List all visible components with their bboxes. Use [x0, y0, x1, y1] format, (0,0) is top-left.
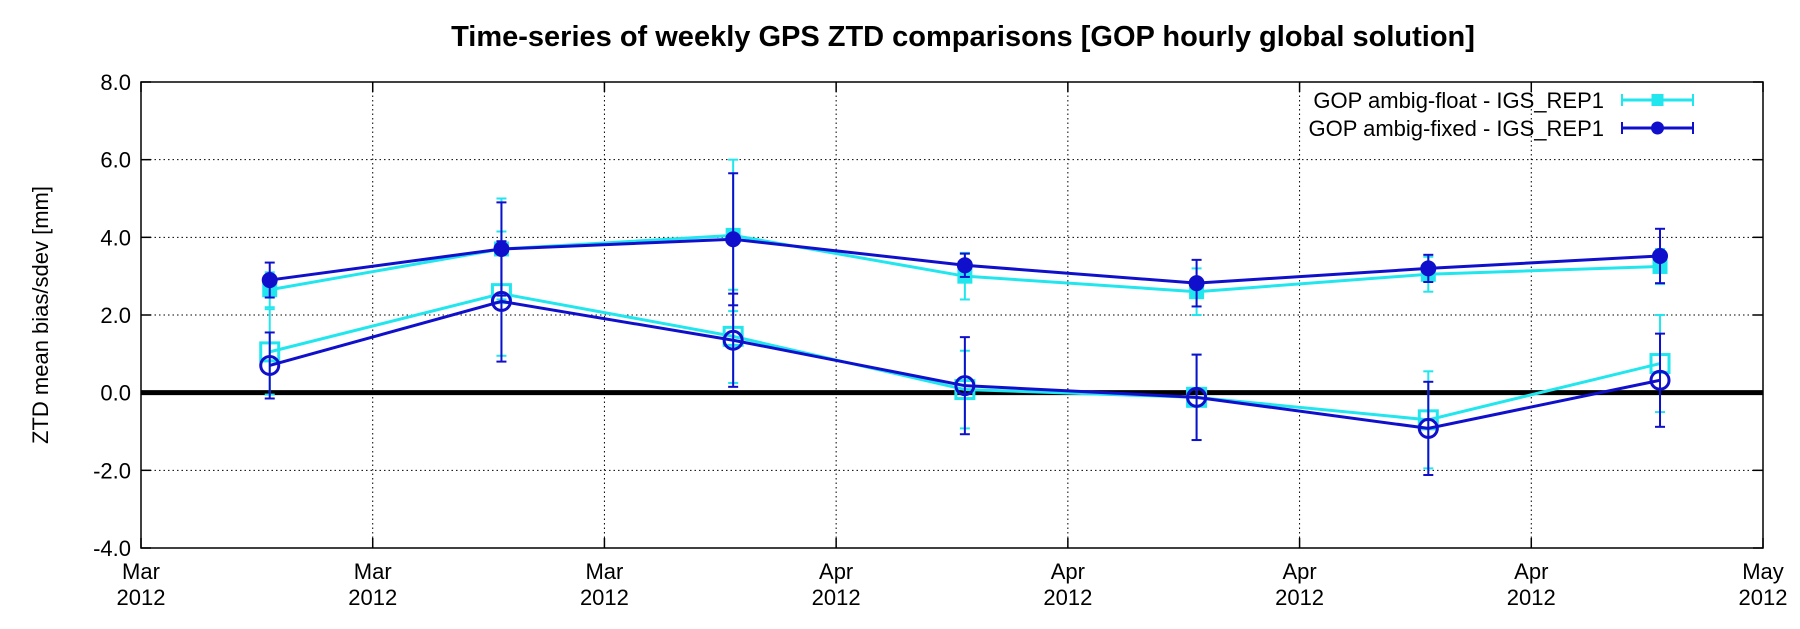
x-tick-label-year: 2012	[348, 585, 397, 610]
bias-point	[722, 329, 744, 351]
series-layer	[259, 158, 1671, 476]
y-tick-labels: -4.0 -2.0 0.0 2.0 4.0 6.0 8.0	[93, 70, 131, 561]
x-tick-label-year: 2012	[812, 585, 861, 610]
x-tick-labels: Mar2012Mar2012Mar2012Apr2012Apr2012Apr20…	[117, 559, 1788, 610]
legend-marker	[1651, 94, 1664, 106]
sdev-point	[1652, 247, 1669, 264]
grid-layer	[141, 82, 1763, 548]
y-tick-label: 6.0	[100, 148, 131, 173]
bias-point	[1649, 369, 1671, 391]
x-tick-label-year: 2012	[580, 585, 629, 610]
x-tick-label-year: 2012	[1739, 585, 1788, 610]
bias-point	[259, 354, 281, 376]
y-tick-label: -2.0	[93, 458, 131, 483]
x-tick-label-year: 2012	[1043, 585, 1092, 610]
legend-marker	[1651, 121, 1664, 135]
x-tick-label-month: Apr	[1514, 559, 1548, 584]
bias-point	[490, 290, 512, 312]
x-tick-label-month: Apr	[819, 559, 853, 584]
bias-point	[1417, 417, 1439, 439]
x-tick-label-month: Apr	[1051, 559, 1085, 584]
x-tick-label-year: 2012	[1507, 585, 1556, 610]
x-tick-label-month: Mar	[122, 559, 160, 584]
tick-layer	[140, 81, 1764, 549]
bias-point	[954, 375, 976, 397]
y-tick-label: 2.0	[100, 303, 131, 328]
y-axis-label: ZTD mean bias/sdev [mm]	[28, 186, 53, 444]
sdev-point	[1420, 260, 1437, 277]
sdev-point	[1188, 275, 1205, 292]
series-2	[259, 172, 1671, 476]
y-tick-label: 8.0	[100, 70, 131, 95]
y-tick-label: 4.0	[100, 225, 131, 250]
legend: GOP ambig-float - IGS_REP1 GOP ambig-fixe…	[1309, 88, 1694, 141]
x-tick-label-month: Mar	[585, 559, 623, 584]
legend-label: GOP ambig-fixed - IGS_REP1	[1309, 116, 1605, 141]
sdev-point	[725, 231, 742, 248]
sdev-point	[956, 257, 973, 274]
x-tick-label-month: Apr	[1282, 559, 1316, 584]
legend-label: GOP ambig-float - IGS_REP1	[1313, 88, 1604, 113]
x-tick-label-month: May	[1742, 559, 1784, 584]
bias-point	[1186, 386, 1208, 408]
x-tick-label-month: Mar	[354, 559, 392, 584]
sdev-point	[261, 272, 278, 289]
y-tick-label: 0.0	[100, 381, 131, 406]
y-tick-label: -4.0	[93, 536, 131, 561]
x-tick-label-year: 2012	[1275, 585, 1324, 610]
x-tick-label-year: 2012	[117, 585, 166, 610]
chart-title: Time-series of weekly GPS ZTD comparison…	[451, 21, 1475, 53]
